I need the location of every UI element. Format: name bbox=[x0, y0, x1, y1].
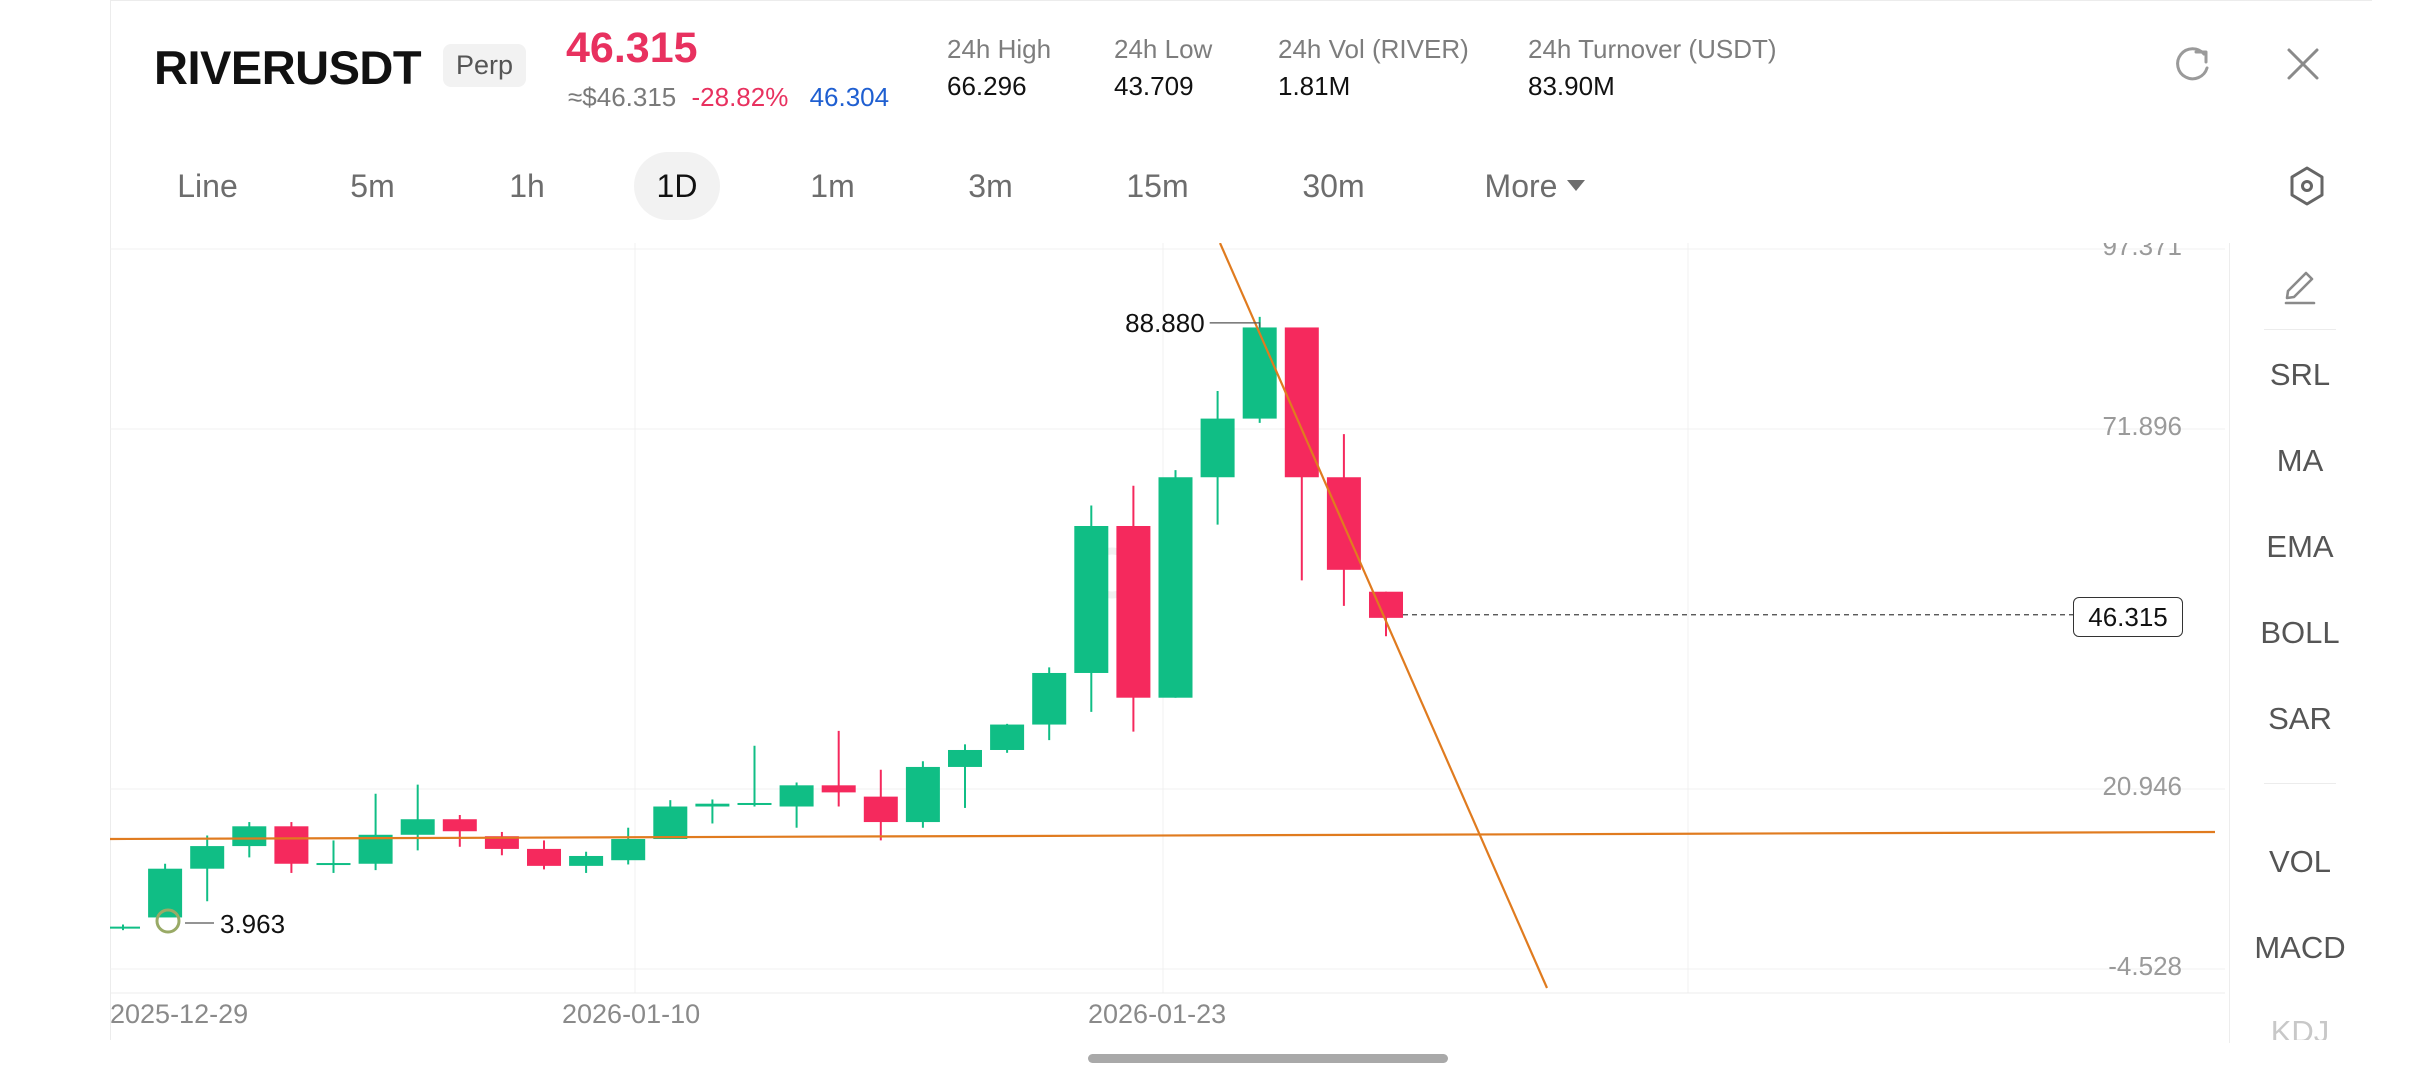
candle-body bbox=[1074, 526, 1109, 673]
low-marker-label: 3.963 bbox=[220, 909, 285, 939]
candle-body bbox=[1242, 327, 1277, 419]
candle-body bbox=[274, 826, 309, 864]
panel-left-border bbox=[110, 0, 111, 1040]
interval-1h[interactable]: 1h bbox=[509, 168, 545, 204]
stat-value: 83.90M bbox=[1528, 71, 1615, 101]
sidebar-divider bbox=[2264, 783, 2336, 784]
interval-1d[interactable]: 1D bbox=[634, 152, 720, 220]
indicator-kdj[interactable]: KDJ bbox=[2270, 1014, 2330, 1040]
high-marker-line bbox=[1209, 322, 1261, 328]
last-price: 46.315 bbox=[566, 24, 698, 72]
candle-body bbox=[484, 836, 519, 849]
stat-value: 43.709 bbox=[1114, 71, 1194, 101]
indicator-sar[interactable]: SAR bbox=[2268, 701, 2332, 736]
horizontal-trendline bbox=[110, 830, 2216, 841]
candle-body bbox=[110, 926, 140, 929]
indicator-macd[interactable]: MACD bbox=[2254, 930, 2346, 965]
contract-type-badge: Perp bbox=[443, 44, 527, 87]
more-label: More bbox=[1484, 168, 1558, 204]
candle-body bbox=[990, 724, 1025, 750]
pencil-icon[interactable] bbox=[2278, 265, 2322, 309]
candle-body bbox=[232, 826, 267, 847]
x-axis-label: 2026-01-10 bbox=[562, 999, 700, 1029]
interval-1m[interactable]: 1m bbox=[810, 168, 855, 204]
candle-body bbox=[779, 785, 814, 807]
stat-24h-turnover: 24h Turnover (USDT) 83.90M bbox=[1528, 34, 1777, 102]
candle-body bbox=[821, 785, 856, 793]
candle-body bbox=[442, 819, 477, 832]
candle-body bbox=[527, 848, 561, 866]
candle-body bbox=[863, 796, 898, 823]
indicator-srl[interactable]: SRL bbox=[2269, 357, 2331, 392]
interval-line[interactable]: Line bbox=[177, 168, 238, 204]
indicator-boll[interactable]: BOLL bbox=[2260, 615, 2340, 650]
candle-body bbox=[569, 855, 604, 866]
change-percent: -28.82% bbox=[691, 82, 789, 112]
home-indicator[interactable] bbox=[1088, 1054, 1448, 1063]
price-subline: ≈$46.315 -28.82% 46.304 bbox=[568, 82, 889, 113]
chart-canvas[interactable]: 97.371 71.896 20.946 -4.528 2025-12-29 2026-0… bbox=[110, 243, 2225, 1035]
candlestick-chart[interactable]: 97.371 71.896 20.946 -4.528 2025-12-29 2026-0… bbox=[110, 243, 2225, 1035]
candle-body bbox=[611, 839, 646, 861]
candle-body bbox=[400, 819, 435, 835]
candle-body bbox=[1116, 526, 1151, 698]
symbol-title: RIVERUSDT bbox=[154, 41, 422, 94]
candle-body bbox=[1032, 672, 1067, 725]
candle-body bbox=[695, 803, 730, 807]
interval-bar: Line 5m 1h 1D 1m 3m 15m 30m More bbox=[0, 152, 2436, 220]
usd-price: ≈$46.315 bbox=[568, 82, 677, 112]
y-axis-label: 20.946 bbox=[2102, 771, 2182, 801]
stat-24h-low: 24h Low 43.709 bbox=[1114, 34, 1212, 102]
y-axis-label: 71.896 bbox=[2102, 411, 2182, 441]
current-price-tag: 46.315 bbox=[2073, 597, 2183, 637]
indicator-ma[interactable]: MA bbox=[2276, 443, 2324, 478]
more-intervals-dropdown[interactable]: More bbox=[1470, 152, 1600, 220]
caret-down-icon bbox=[1567, 180, 1586, 192]
y-axis-label: 97.371 bbox=[2102, 243, 2182, 261]
sidebar-divider bbox=[2264, 329, 2336, 330]
candle-body bbox=[653, 806, 688, 840]
close-icon[interactable] bbox=[2281, 42, 2325, 86]
stat-label: 24h Vol (RIVER) bbox=[1278, 34, 1469, 64]
interval-3m[interactable]: 3m bbox=[968, 168, 1013, 204]
stat-label: 24h Turnover (USDT) bbox=[1528, 34, 1777, 64]
rotate-screen-icon[interactable] bbox=[2171, 42, 2215, 86]
candle-body bbox=[190, 846, 225, 869]
low-marker-icon bbox=[155, 908, 181, 934]
candle-body bbox=[948, 749, 982, 767]
stat-value: 66.296 bbox=[947, 71, 1027, 101]
y-axis-label: -4.528 bbox=[2108, 951, 2182, 981]
mark-price: 46.304 bbox=[809, 82, 890, 112]
panel-top-border bbox=[110, 0, 2372, 1]
interval-15m[interactable]: 15m bbox=[1126, 168, 1189, 204]
indicator-vol[interactable]: VOL bbox=[2268, 844, 2332, 879]
candle-body bbox=[905, 766, 940, 823]
indicator-sidebar: SRL MA EMA BOLL SAR VOL MACD KDJ bbox=[2229, 243, 2370, 1043]
stat-24h-high: 24h High 66.296 bbox=[947, 34, 1051, 102]
candle-body bbox=[316, 863, 351, 866]
interval-30m[interactable]: 30m bbox=[1302, 168, 1365, 204]
stat-label: 24h High bbox=[947, 34, 1052, 64]
stat-24h-volume: 24h Vol (RIVER) 1.81M bbox=[1278, 34, 1469, 102]
candle-body bbox=[1200, 418, 1235, 478]
interval-5m[interactable]: 5m bbox=[350, 168, 395, 204]
diagonal-trendline bbox=[1218, 243, 1549, 989]
x-axis-label: 2026-01-23 bbox=[1088, 999, 1226, 1029]
high-marker-label: 88.880 bbox=[1125, 308, 1205, 338]
x-axis-label: 2025-12-29 bbox=[110, 999, 248, 1029]
stat-label: 24h Low bbox=[1114, 34, 1213, 64]
hexagon-settings-icon[interactable] bbox=[2283, 162, 2331, 210]
candle-body bbox=[737, 802, 772, 805]
candle-body bbox=[1158, 477, 1193, 698]
indicator-ema[interactable]: EMA bbox=[2266, 529, 2334, 564]
candle-body bbox=[358, 834, 393, 864]
stat-value: 1.81M bbox=[1278, 71, 1351, 101]
